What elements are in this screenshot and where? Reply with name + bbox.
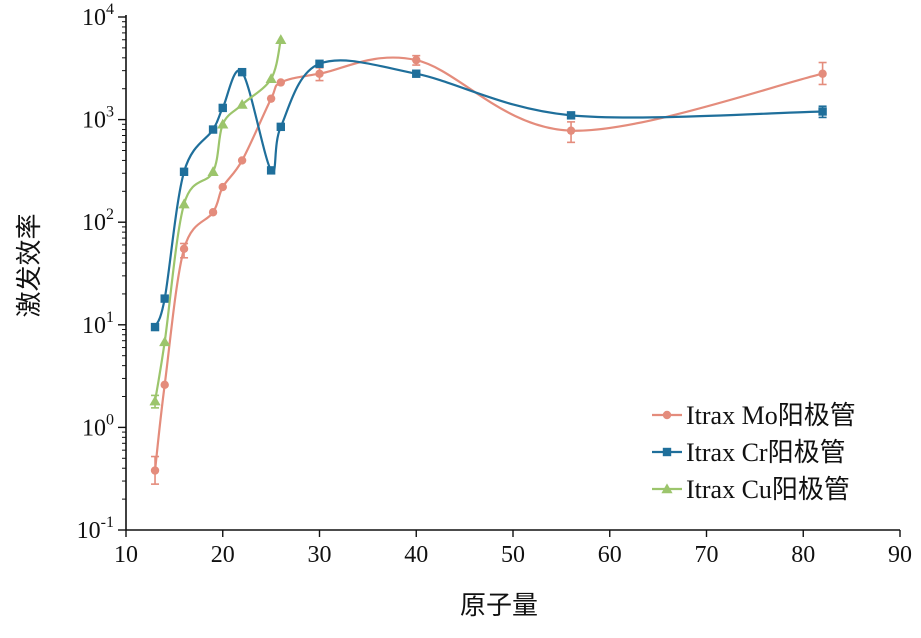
- x-tick-label: 50: [501, 542, 525, 568]
- data-point-mo: [266, 94, 276, 103]
- series-cu: [149, 34, 287, 409]
- data-point-cr: [160, 294, 169, 303]
- y-tick-exponent: 0: [106, 411, 114, 428]
- y-tick-exponent: -1: [101, 514, 114, 531]
- data-point-mo: [276, 78, 285, 87]
- data-point-cr: [208, 125, 218, 134]
- legend-marker-cu: [661, 483, 673, 494]
- y-tick-label: 104: [82, 1, 114, 31]
- y-tick-mantissa: 10: [82, 210, 106, 236]
- y-tick-exponent: 3: [106, 104, 114, 121]
- legend-item-cr: Itrax Cr阳极管: [652, 438, 846, 467]
- y-axis-title: 激发效率: [15, 213, 45, 317]
- data-point-cu: [265, 73, 277, 83]
- data-point-cr: [218, 103, 227, 113]
- data-point-mo: [818, 69, 827, 78]
- x-tick-label: 60: [598, 542, 622, 568]
- x-tick-label: 30: [308, 542, 332, 568]
- y-tick-mantissa: 10: [82, 5, 106, 31]
- legend: Itrax Mo阳极管 Itrax Cr阳极管 Itrax Cu阳极管: [652, 401, 856, 504]
- x-tick-label: 70: [695, 542, 719, 568]
- axes: 10 20 30 40 50 60 70 80 9010-1100101102103104原子量…: [15, 1, 912, 621]
- data-point-cu: [236, 99, 248, 109]
- y-tick-mantissa: 10: [82, 313, 106, 339]
- data-point-mo: [218, 182, 227, 192]
- legend-marker-mo: [662, 410, 672, 420]
- y-tick-exponent: 1: [106, 309, 114, 326]
- x-tick-label: 10: [114, 542, 138, 568]
- legend-item-cu: Itrax Cu阳极管: [652, 475, 850, 504]
- data-point-cu: [207, 166, 219, 176]
- legend-label-mo: Itrax Mo阳极管: [686, 401, 856, 430]
- x-axis-title: 原子量: [460, 591, 538, 621]
- data-point-cu: [178, 198, 190, 209]
- data-point-mo: [179, 244, 189, 254]
- data-point-cr: [179, 167, 189, 176]
- data-point-mo: [237, 156, 247, 165]
- data-point-mo: [150, 466, 160, 475]
- y-tick-exponent: 4: [106, 1, 114, 18]
- data-point-mo: [412, 55, 421, 65]
- x-tick-label: 40: [404, 542, 428, 568]
- data-point-cr: [266, 166, 276, 175]
- legend-label-cu: Itrax Cu阳极管: [686, 475, 850, 504]
- plot-series: [149, 34, 827, 485]
- x-tick-label: 80: [791, 542, 815, 568]
- y-tick-mantissa: 10: [82, 415, 106, 441]
- data-point-cr: [566, 111, 576, 120]
- y-tick-label: 102: [82, 206, 114, 236]
- series-mo: [150, 54, 827, 485]
- x-tick-label: 90: [888, 542, 912, 568]
- y-tick-mantissa: 10: [82, 108, 106, 134]
- data-point-cr: [818, 107, 827, 116]
- data-point-cu: [275, 34, 287, 44]
- data-point-mo: [160, 380, 169, 390]
- data-point-mo: [566, 126, 576, 135]
- legend-item-mo: Itrax Mo阳极管: [652, 401, 856, 430]
- data-point-mo: [315, 69, 324, 78]
- data-point-cu: [159, 336, 171, 347]
- y-tick-label: 100: [82, 411, 114, 441]
- y-tick-mantissa: 10: [77, 518, 101, 544]
- series-line-cu: [153, 39, 282, 402]
- y-tick-label: 10-1: [77, 514, 114, 544]
- data-point-cu: [149, 395, 161, 406]
- data-point-cr: [315, 59, 324, 68]
- data-point-cr: [150, 322, 160, 332]
- x-tick-label: 20: [211, 542, 235, 568]
- y-tick-label: 101: [82, 309, 114, 339]
- data-point-cu: [217, 118, 229, 129]
- data-point-cr: [237, 67, 247, 77]
- data-point-cr: [412, 69, 421, 78]
- y-tick-label: 103: [82, 104, 114, 134]
- data-point-mo: [208, 208, 218, 217]
- legend-label-cr: Itrax Cr阳极管: [686, 438, 846, 467]
- data-point-cr: [276, 122, 285, 132]
- series-cr: [150, 59, 827, 332]
- y-tick-exponent: 2: [106, 206, 114, 223]
- legend-marker-cr: [662, 447, 672, 457]
